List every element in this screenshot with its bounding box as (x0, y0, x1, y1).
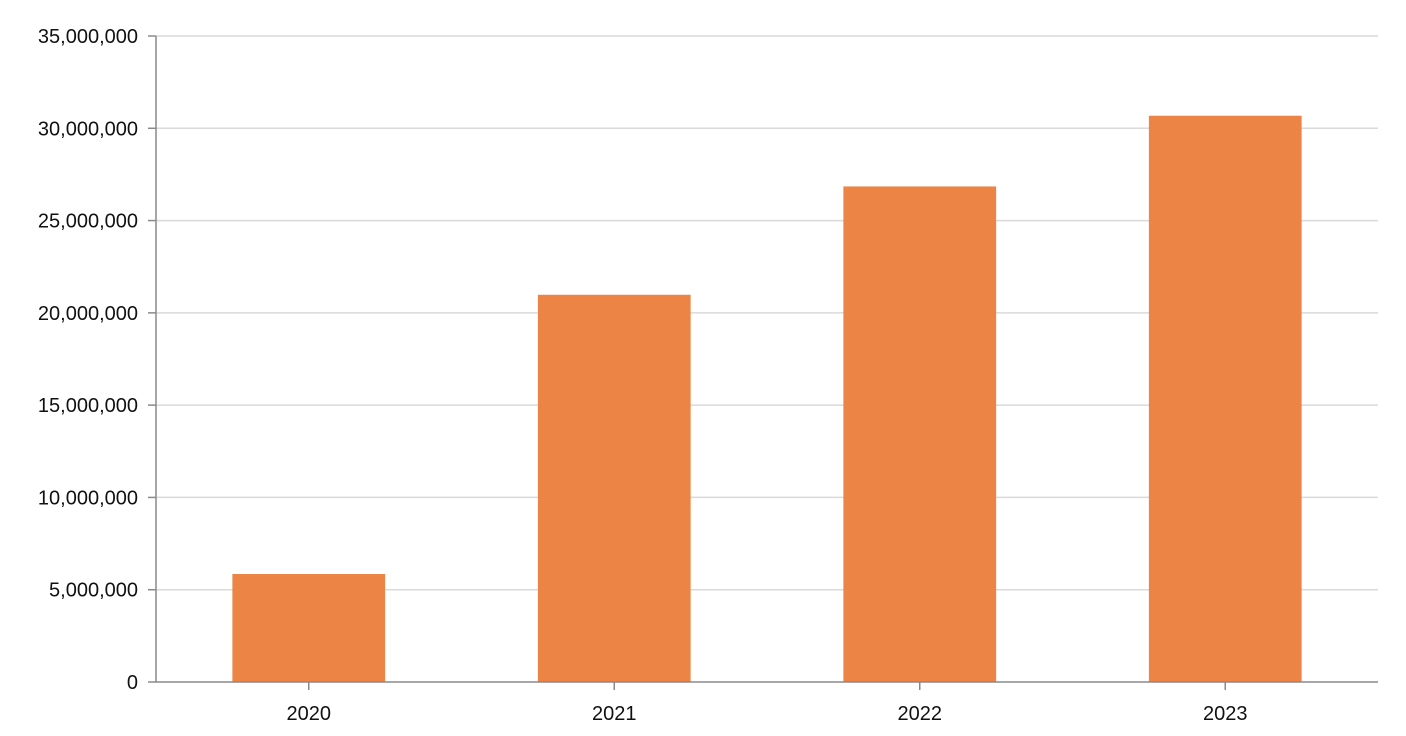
y-tick-label: 10,000,000 (38, 487, 138, 509)
y-tick-label: 20,000,000 (38, 303, 138, 325)
bar-2020[interactable] (232, 574, 386, 682)
bars (232, 115, 1302, 682)
axes (155, 36, 1378, 683)
bar-2023[interactable] (1148, 115, 1302, 682)
bar-2022[interactable] (843, 186, 997, 682)
gridlines (156, 35, 1378, 591)
y-tick-label: 15,000,000 (38, 395, 138, 417)
y-tick-label: 30,000,000 (38, 118, 138, 140)
y-tick-label: 25,000,000 (38, 211, 138, 233)
x-tick-label: 2022 (898, 703, 943, 725)
y-tick-label: 35,000,000 (38, 26, 138, 48)
y-tick-label: 5,000,000 (49, 580, 138, 602)
y-axis-ticks: 0 5,000,000 10,000,000 15,000,000 20,000,000… (38, 26, 156, 694)
x-tick-label: 2020 (287, 703, 332, 725)
x-tick-label: 2021 (592, 703, 637, 725)
x-tick-label: 2023 (1203, 703, 1248, 725)
y-tick-label: 0 (127, 672, 138, 694)
bar-2021[interactable] (537, 294, 691, 682)
x-axis-ticks: 2020 2021 2022 2023 (287, 682, 1248, 725)
